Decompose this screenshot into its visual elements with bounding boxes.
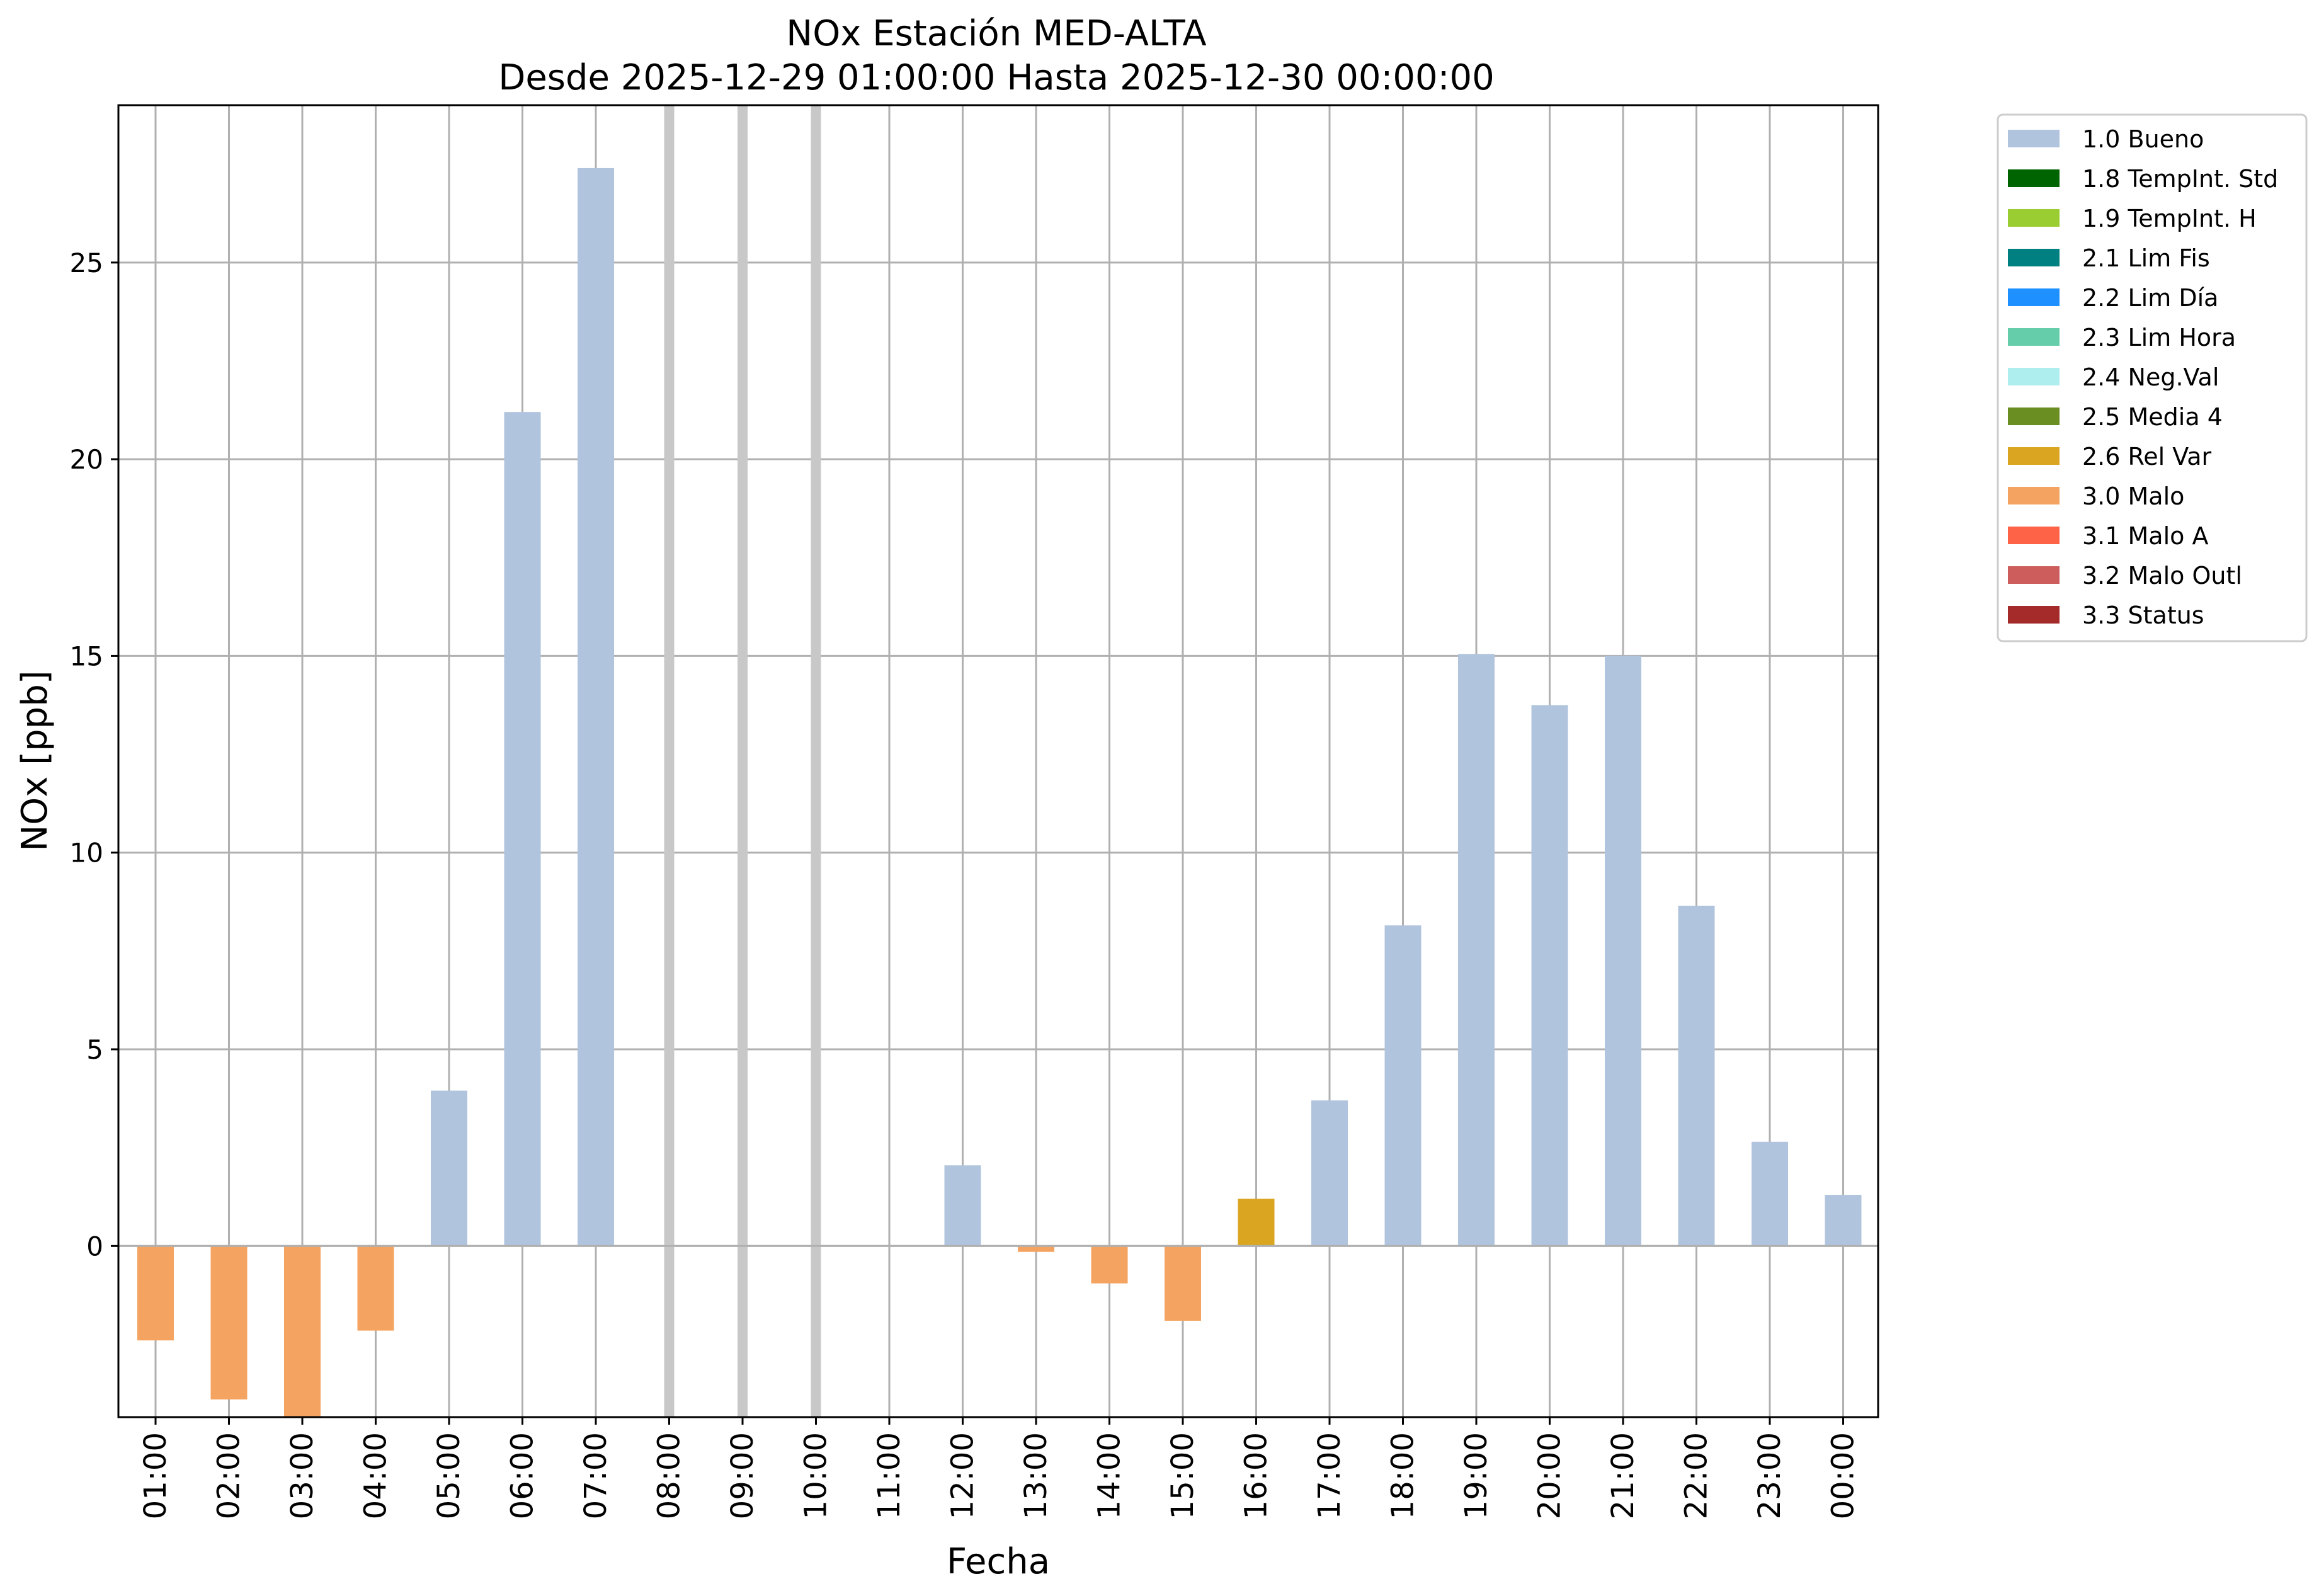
legend-swatch — [2008, 408, 2060, 425]
missing-data-marker — [811, 105, 821, 1417]
x-tick-label: 08:00 — [652, 1432, 687, 1519]
x-tick-label: 05:00 — [431, 1432, 467, 1519]
x-tick-label: 22:00 — [1679, 1432, 1714, 1519]
y-tick-label: 5 — [86, 1034, 103, 1065]
y-tick-label: 20 — [70, 444, 103, 475]
legend-swatch — [2008, 368, 2060, 385]
legend-entry: 2.1 Lim Fis — [2082, 244, 2210, 272]
y-tick-label: 15 — [70, 641, 103, 671]
y-tick-label: 10 — [70, 838, 103, 869]
x-tick-label: 01:00 — [138, 1432, 173, 1519]
x-tick-label: 02:00 — [212, 1432, 247, 1519]
x-tick-label: 23:00 — [1752, 1432, 1787, 1519]
bar — [1311, 1100, 1348, 1246]
bar — [578, 168, 614, 1246]
x-tick-label: 16:00 — [1239, 1432, 1274, 1519]
bar — [1238, 1199, 1275, 1246]
legend-entry: 2.5 Media 4 — [2082, 403, 2223, 431]
legend-swatch — [2008, 527, 2060, 544]
bar — [944, 1165, 981, 1246]
bar — [1752, 1141, 1788, 1246]
bar — [1825, 1195, 1862, 1246]
bar — [1091, 1246, 1128, 1284]
bar — [1384, 925, 1422, 1246]
y-axis-ticks: 0 5 10 15 20 25 — [70, 248, 118, 1262]
x-tick-label: 13:00 — [1018, 1432, 1054, 1519]
x-tick-label: 20:00 — [1532, 1432, 1568, 1519]
bar — [1531, 705, 1568, 1246]
legend-entry: 1.8 TempInt. Std — [2082, 165, 2278, 193]
missing-data-marker — [738, 105, 748, 1417]
legend-swatch — [2008, 447, 2060, 465]
legend-entry: 3.2 Malo Outl — [2082, 562, 2242, 590]
x-tick-label: 14:00 — [1092, 1432, 1127, 1519]
legend-swatch — [2008, 249, 2060, 266]
chart-title: NOx Estación MED-ALTA — [786, 13, 1206, 54]
y-tick-label: 0 — [86, 1231, 103, 1262]
missing-data-marker — [664, 105, 675, 1417]
legend-swatch — [2008, 130, 2060, 147]
x-tick-label: 10:00 — [799, 1432, 834, 1519]
legend-swatch — [2008, 566, 2060, 584]
legend-swatch — [2008, 487, 2060, 504]
x-tick-label: 09:00 — [725, 1432, 760, 1519]
legend-entry: 2.2 Lim Día — [2082, 284, 2218, 312]
bars — [137, 168, 1862, 1417]
legend-box — [1997, 113, 2308, 642]
x-tick-label: 18:00 — [1386, 1432, 1421, 1519]
y-tick-label: 25 — [70, 248, 103, 278]
bar — [1165, 1246, 1201, 1321]
x-tick-label: 04:00 — [358, 1432, 394, 1519]
x-tick-label: 12:00 — [945, 1432, 981, 1519]
missing-markers — [664, 105, 821, 1417]
legend-entry: 2.6 Rel Var — [2082, 443, 2212, 470]
x-tick-label: 11:00 — [872, 1432, 907, 1519]
x-tick-label: 15:00 — [1165, 1432, 1200, 1519]
x-tick-label: 06:00 — [505, 1432, 540, 1519]
legend-entry: 1.0 Bueno — [2082, 125, 2204, 153]
x-tick-label: 21:00 — [1605, 1432, 1641, 1519]
legend-entry: 3.3 Status — [2082, 601, 2204, 629]
x-tick-label: 07:00 — [578, 1432, 613, 1519]
legend-entry: 1.9 TempInt. H — [2082, 205, 2257, 232]
legend-swatch — [2008, 328, 2060, 346]
y-axis-label: NOx [ppb] — [14, 670, 55, 851]
bar — [504, 412, 541, 1246]
x-tick-label: 19:00 — [1459, 1432, 1494, 1519]
bar — [1018, 1246, 1054, 1252]
x-tick-label: 17:00 — [1312, 1432, 1347, 1519]
bar — [210, 1246, 248, 1399]
legend-entry: 2.3 Lim Hora — [2082, 324, 2236, 351]
legend: 1.0 Bueno 1.8 TempInt. Std 1.9 TempInt. H 2… — [1997, 113, 2308, 642]
chart-subtitle: Desde 2025-12-29 01:00:00 Hasta 2025-12-… — [498, 57, 1495, 98]
bar — [284, 1246, 321, 1417]
bar — [137, 1246, 174, 1341]
bar — [1678, 906, 1715, 1246]
x-tick-label: 03:00 — [285, 1432, 320, 1519]
legend-swatch — [2008, 606, 2060, 624]
bar — [1605, 656, 1641, 1246]
bar — [431, 1090, 467, 1246]
legend-entry: 3.1 Malo A — [2082, 522, 2208, 550]
legend-swatch — [2008, 169, 2060, 187]
legend-swatch — [2008, 288, 2060, 306]
x-axis-ticks: 01:00 02:00 03:00 04:00 05:00 06:00 07:00 08:00… — [138, 1417, 1861, 1519]
x-tick-label: 00:00 — [1826, 1432, 1861, 1519]
bar — [357, 1246, 394, 1331]
legend-entry: 2.4 Neg.Val — [2082, 363, 2219, 391]
x-axis-label: Fecha — [947, 1541, 1050, 1582]
plot-frame — [117, 104, 1879, 1418]
bar — [1458, 654, 1495, 1246]
legend-swatch — [2008, 209, 2060, 227]
legend-entry: 3.0 Malo — [2082, 482, 2184, 510]
